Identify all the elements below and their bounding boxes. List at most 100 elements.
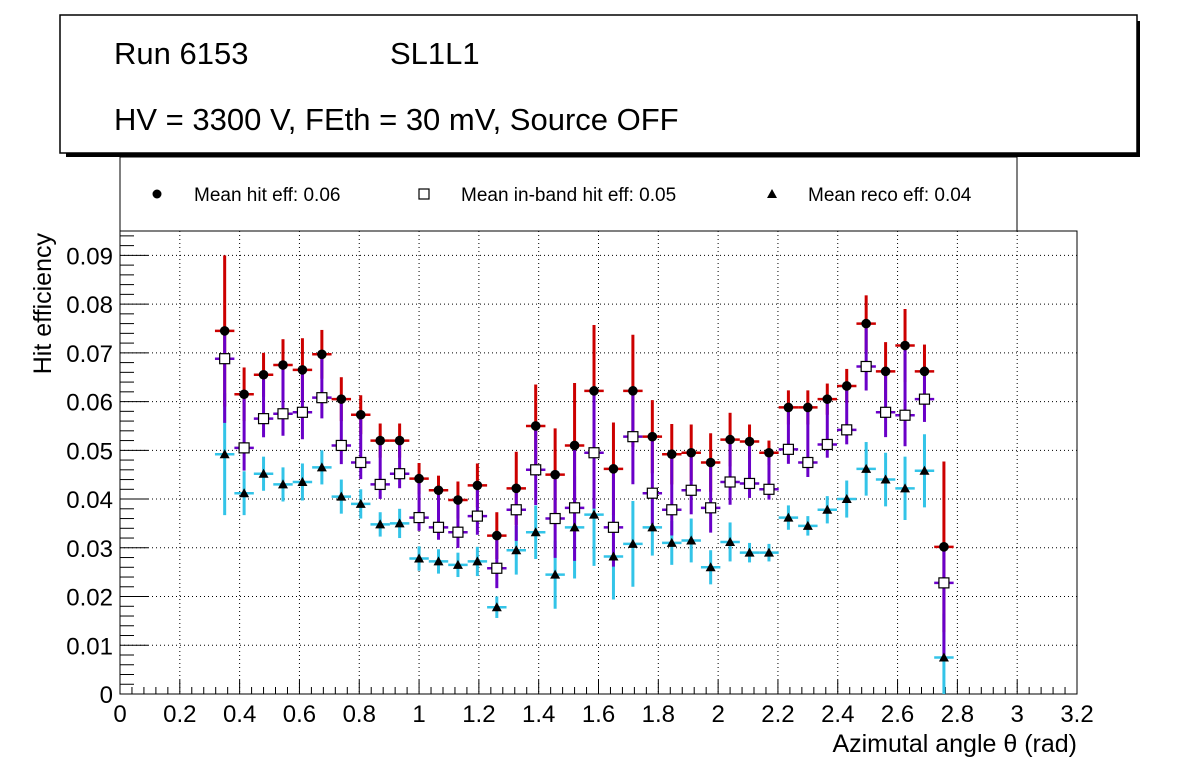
reco-point (550, 569, 561, 579)
hit-point (530, 421, 541, 431)
header-box: Run 6153 SL1L1 HV = 3300 V, FEth = 30 mV… (59, 14, 1140, 157)
hit-point (336, 394, 347, 404)
inband-point (394, 468, 406, 480)
inband-point (568, 502, 581, 514)
inband-point (607, 521, 620, 533)
legend-reco-label: Mean reco eff: 0.04 (808, 185, 972, 206)
inband-point (763, 483, 775, 495)
reco-point (783, 512, 794, 522)
x-tick-label: 1.2 (462, 701, 495, 728)
inband-point (821, 438, 833, 451)
reco-point (569, 522, 580, 532)
reco-point (822, 504, 833, 514)
inband-point (724, 476, 736, 488)
reco-point (725, 536, 736, 546)
conditions-label: HV = 3300 V, FEth = 30 mV, Source OFF (114, 102, 679, 137)
hit-point (414, 473, 424, 484)
hit-point (394, 435, 405, 446)
hit-point (647, 431, 658, 442)
hit-point (511, 483, 522, 494)
x-tick-label: 0 (113, 701, 126, 728)
hit-point (569, 440, 580, 451)
inband-point (549, 512, 561, 525)
inband-point (646, 487, 658, 499)
reco-point (744, 547, 755, 557)
inband-point (296, 406, 309, 418)
x-tick-label: 2.2 (761, 701, 794, 728)
hit-point (628, 386, 638, 396)
hit-point (764, 447, 774, 458)
x-axis-title: Azimutal angle θ (rad) (832, 730, 1077, 758)
y-tick-label: 0.09 (66, 243, 113, 270)
hit-point (317, 349, 327, 360)
hit-point (900, 340, 910, 351)
y-tick-label: 0.02 (66, 585, 113, 612)
hit-point (355, 409, 366, 420)
inband-point (219, 353, 231, 365)
y-tick-label: 0.05 (66, 438, 113, 465)
reco-point (511, 545, 522, 555)
reco-point (666, 537, 677, 547)
inband-point (938, 577, 950, 589)
hit-point (492, 530, 502, 541)
legend-inband-marker (418, 188, 430, 200)
inband-point (277, 408, 289, 420)
reco-point (589, 509, 600, 519)
legend-hit-marker (152, 189, 162, 199)
inband-point (802, 456, 814, 469)
x-tick-label: 2.4 (821, 701, 854, 728)
inband-point (257, 413, 270, 425)
reco-point (258, 468, 269, 478)
axes: 0 0.2 0.4 0.6 0.8 1 1.2 1.4 1.6 1.8 2 2.2 2.4 2.6 2.8 3… (66, 235, 1094, 728)
legend: Mean hit eff: 0.06 Mean in-band hit eff:… (119, 156, 1018, 232)
inband-point (918, 393, 931, 405)
reco-point (491, 602, 502, 612)
inband-point (860, 360, 872, 373)
reco-point (861, 463, 872, 473)
hit-point (219, 326, 230, 336)
hit-point (783, 402, 794, 413)
y-tick-label: 0.03 (66, 536, 113, 563)
inband-point (782, 443, 795, 455)
data-series (214, 255, 954, 694)
inband-point (238, 442, 250, 454)
hit-point (666, 449, 677, 460)
hit-point (686, 447, 697, 458)
y-tick-label: 0 (100, 682, 113, 709)
hit-point (608, 464, 619, 474)
inband-point (335, 439, 347, 452)
y-axis-title: Hit efficiency (29, 233, 57, 375)
x-tick-label: 2.8 (941, 701, 974, 728)
reco-point (841, 494, 852, 504)
reco-point (394, 518, 405, 528)
reco-point (802, 520, 813, 530)
x-tick-label: 0.2 (163, 701, 196, 728)
reco-point (938, 652, 949, 662)
inband-point (510, 504, 522, 516)
inband-point (627, 431, 639, 443)
reco-point (433, 556, 444, 566)
x-tick-label: 2.6 (881, 701, 914, 728)
reco-point (686, 535, 697, 545)
hit-point (841, 381, 852, 391)
inband-point (374, 478, 386, 491)
reco-point (880, 474, 891, 484)
reco-point (297, 476, 308, 486)
x-tick-label: 0.6 (283, 701, 316, 728)
reco-point (452, 559, 463, 569)
hit-point (725, 434, 735, 445)
inband-point (452, 526, 464, 538)
reco-point (355, 498, 366, 508)
hit-point (297, 365, 308, 375)
inband-point (841, 424, 853, 436)
x-tick-label: 1.6 (582, 701, 615, 728)
layer-label: SL1L1 (390, 36, 480, 71)
y-tick-label: 0.04 (66, 487, 113, 514)
reco-point (608, 551, 619, 561)
reco-point (239, 488, 250, 498)
hit-point (550, 469, 560, 480)
x-tick-label: 1 (412, 701, 425, 728)
x-tick-label: 0.8 (343, 701, 376, 728)
inband-point (355, 456, 367, 469)
